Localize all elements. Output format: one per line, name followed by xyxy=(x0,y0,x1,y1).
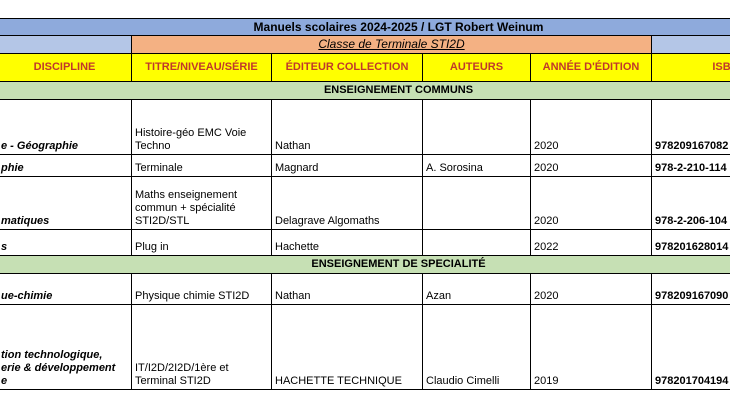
table-cell: ue-chimie xyxy=(0,274,132,305)
column-header: AUTEURS xyxy=(423,54,531,82)
table-cell: A. Sorosina xyxy=(423,155,531,177)
column-header: ÉDITEUR COLLECTION xyxy=(272,54,423,82)
table-cell xyxy=(423,230,531,256)
class-name: Classe de Terminale STI2D xyxy=(132,36,652,54)
table-cell: 2020 xyxy=(531,274,652,305)
blank-cell xyxy=(652,36,730,54)
table-cell: Claudio Cimelli xyxy=(423,305,531,390)
table-cell: 2019 xyxy=(531,305,652,390)
table-cell: 2020 xyxy=(531,100,652,155)
table-cell: Nathan xyxy=(272,100,423,155)
table-cell: matiques xyxy=(0,177,132,230)
section-title: ENSEIGNEMENT DE SPECIALITÉ xyxy=(0,256,730,274)
table-cell xyxy=(423,177,531,230)
table-cell: Nathan xyxy=(272,274,423,305)
table-cell: Magnard xyxy=(272,155,423,177)
table-cell: 978-2-206-104 xyxy=(652,177,730,230)
table-cell xyxy=(423,100,531,155)
table-cell: 2020 xyxy=(531,155,652,177)
table-cell: s xyxy=(0,230,132,256)
table-cell: phie xyxy=(0,155,132,177)
column-header: TITRE/NIVEAU/SÉRIE xyxy=(132,54,272,82)
column-header: ISBN xyxy=(652,54,730,82)
section-title: ENSEIGNEMENT COMMUNS xyxy=(0,82,730,100)
table-cell: Azan xyxy=(423,274,531,305)
sheet-title: Manuels scolaires 2024-2025 / LGT Robert… xyxy=(0,18,730,36)
table-cell: 2022 xyxy=(531,230,652,256)
table-cell: tion technologique, erie & développement… xyxy=(0,305,132,390)
column-header: ANNÉE D'ÉDITION xyxy=(531,54,652,82)
table-cell: 2020 xyxy=(531,177,652,230)
table-cell: Physique chimie STI2D xyxy=(132,274,272,305)
table-cell: 978209167082 xyxy=(652,100,730,155)
table-cell: 978-2-210-114 xyxy=(652,155,730,177)
table-cell: e - Géographie xyxy=(0,100,132,155)
table-cell: Maths enseignement commun + spécialité S… xyxy=(132,177,272,230)
table-cell: Terminale xyxy=(132,155,272,177)
table-cell: HACHETTE TECHNIQUE xyxy=(272,305,423,390)
table-cell: Plug in xyxy=(132,230,272,256)
table-cell: Hachette xyxy=(272,230,423,256)
table-cell: Delagrave Algomaths xyxy=(272,177,423,230)
table-cell: IT/I2D/2I2D/1ère et Terminal STI2D xyxy=(132,305,272,390)
table-cell: 978209167090 xyxy=(652,274,730,305)
table-cell: 978201628014 xyxy=(652,230,730,256)
table-cell: 978201704194 xyxy=(652,305,730,390)
blank-cell xyxy=(0,36,132,54)
table-cell: Histoire-géo EMC Voie Techno xyxy=(132,100,272,155)
column-header: DISCIPLINE xyxy=(0,54,132,82)
